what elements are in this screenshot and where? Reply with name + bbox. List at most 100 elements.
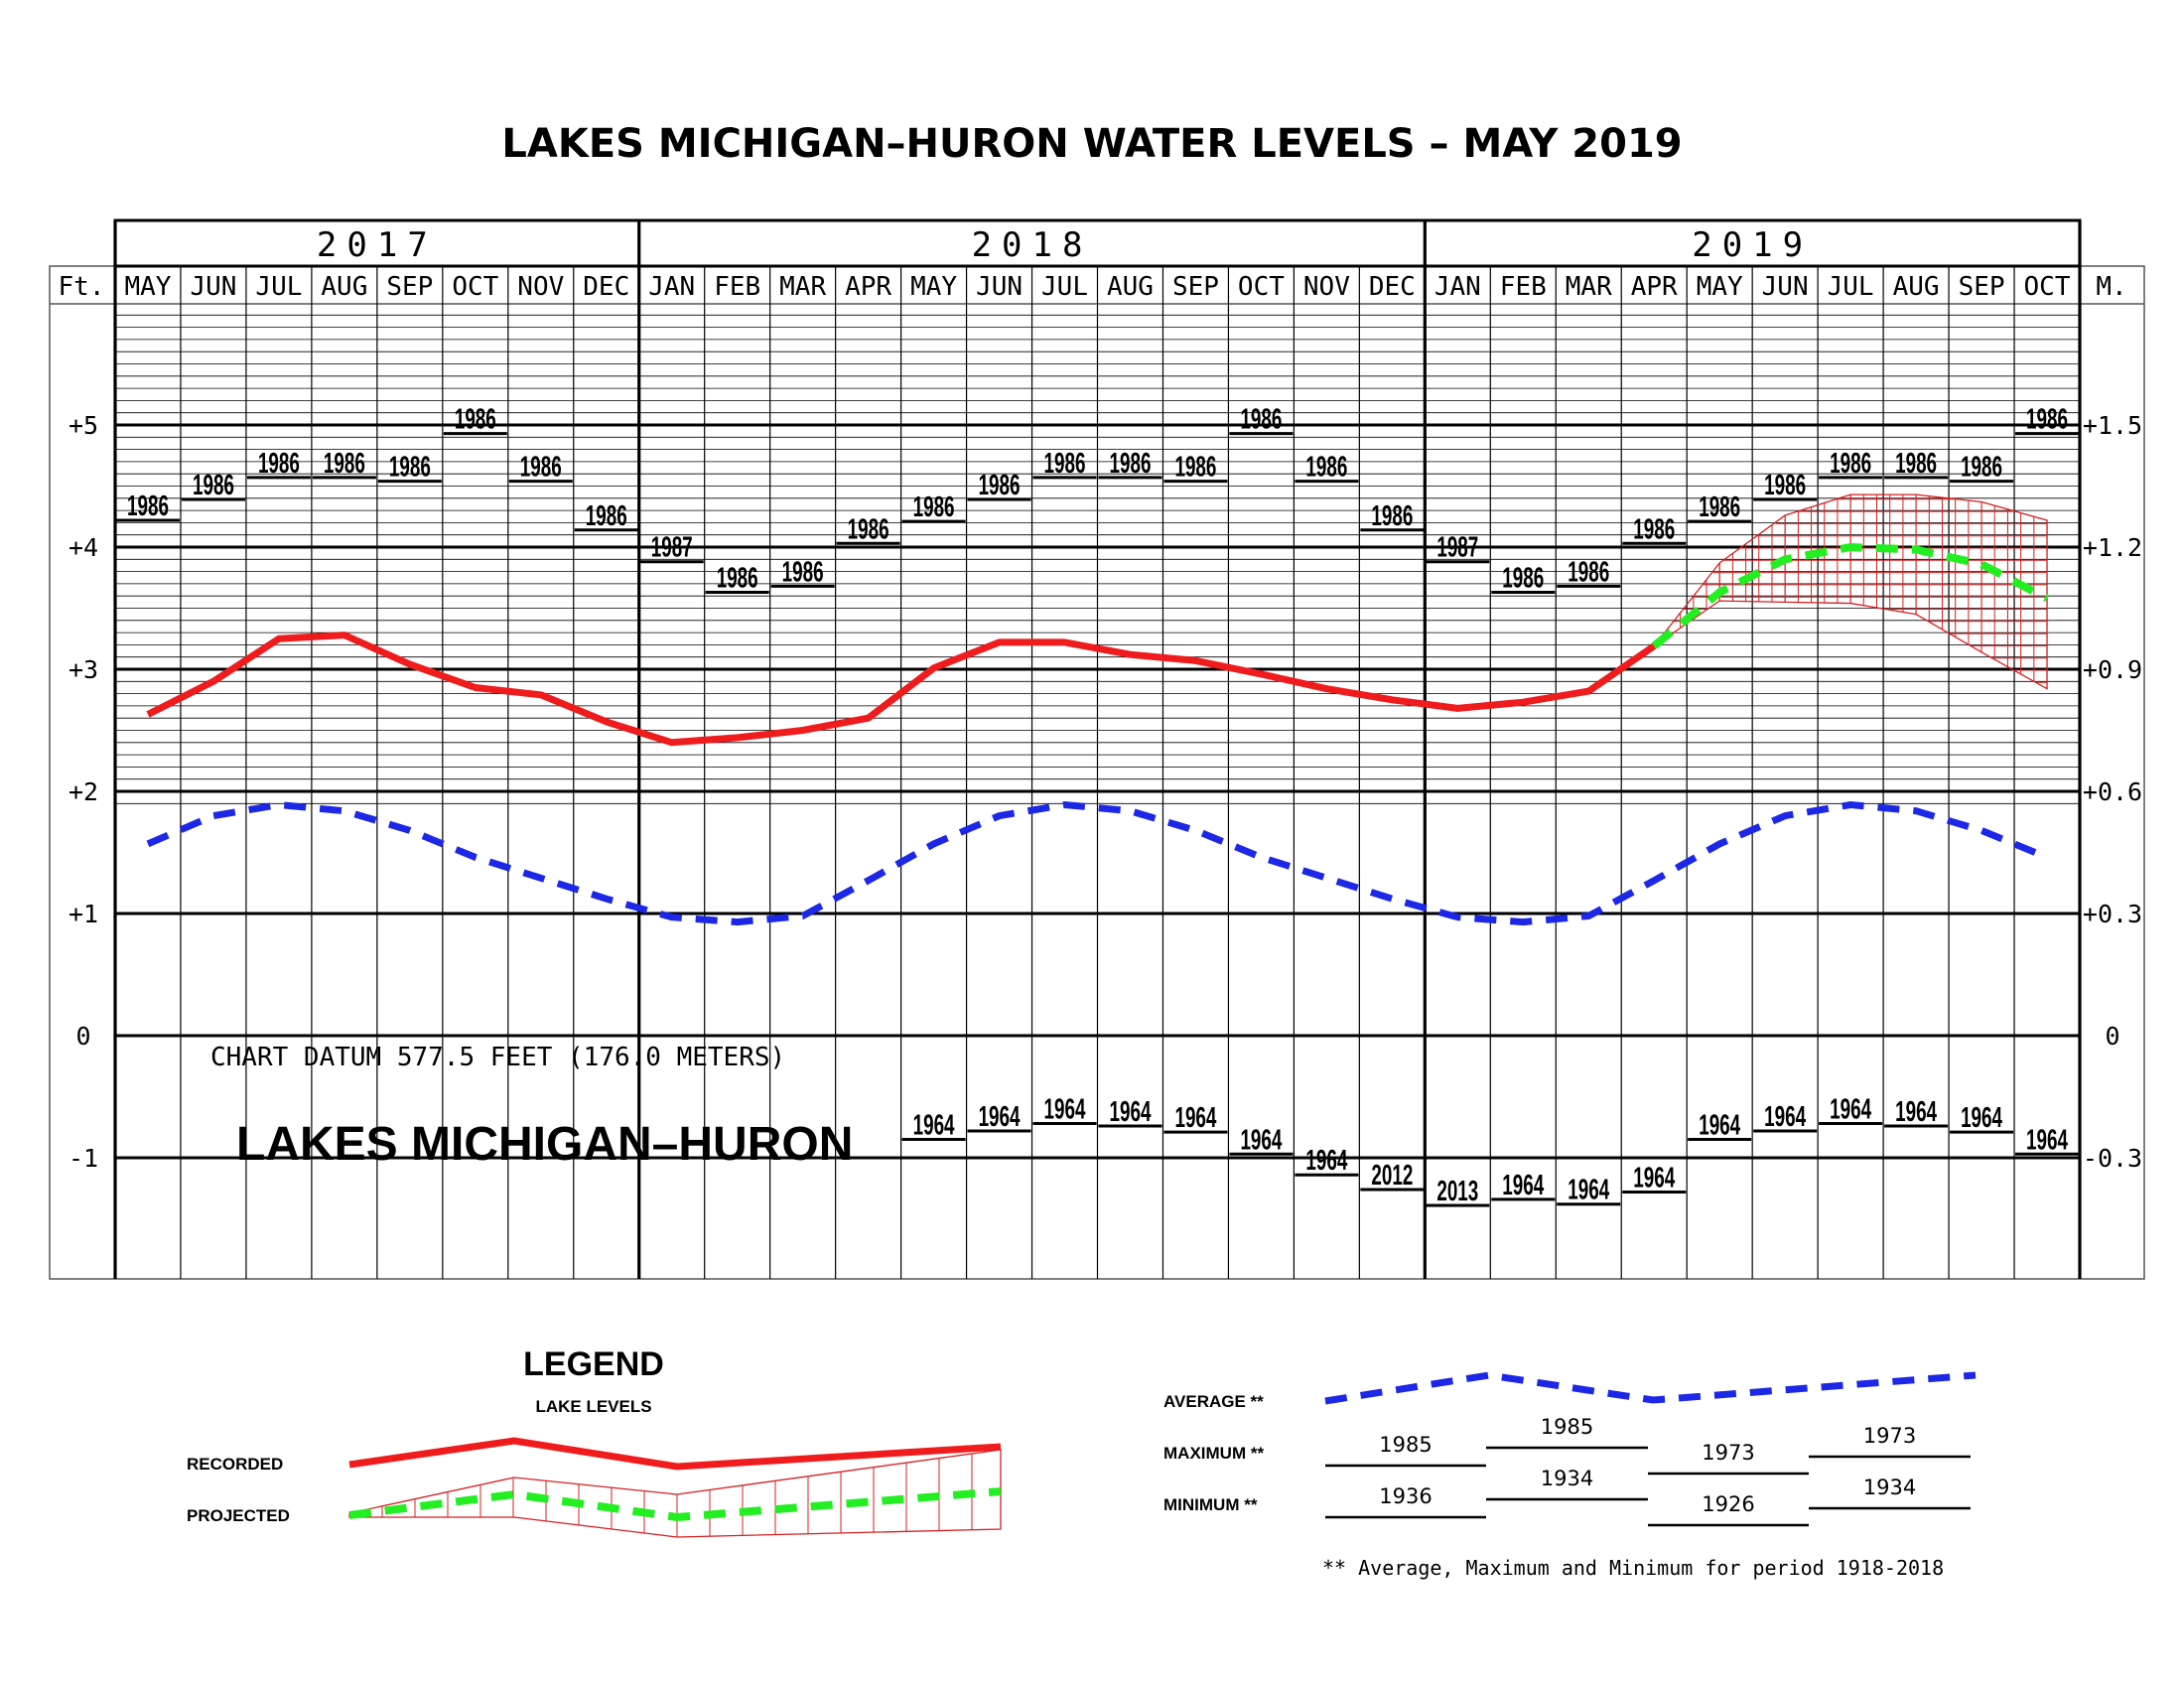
legend-average-label: AVERAGE **: [1163, 1392, 1264, 1411]
month-label: FEB: [714, 272, 760, 302]
legend-average-line: [1324, 1371, 1977, 1405]
year-label: 2017: [317, 225, 438, 265]
legend-heading: LEGEND: [523, 1345, 664, 1383]
month-label: SEP: [1959, 272, 2005, 302]
record-low-year-label: 1964: [1895, 1096, 1937, 1128]
legend-footnote: ** Average, Maximum and Minimum for peri…: [1322, 1556, 1944, 1580]
record-low-year-label: 1964: [1044, 1094, 1086, 1126]
record-high-year-label: 1986: [193, 470, 234, 501]
feet-tick-label: -1: [68, 1144, 98, 1173]
recorded-series: [146, 632, 1657, 747]
record-low-year-label: 1964: [1110, 1096, 1152, 1128]
legend-recorded-line: [348, 1437, 1002, 1471]
record-low-year-label: 1964: [1699, 1110, 1740, 1142]
meter-tick-label: +0.9: [2083, 655, 2142, 684]
chart-datum-note: CHART DATUM 577.5 FEET (176.0 METERS): [210, 1043, 785, 1072]
month-label: JUN: [190, 272, 236, 302]
record-high-year-label: 1986: [1371, 500, 1413, 532]
record-high-year-label: 1986: [1633, 513, 1675, 545]
month-label: MAR: [779, 272, 826, 302]
month-label: NOV: [1303, 272, 1350, 302]
meter-tick-label: 0: [2105, 1022, 2119, 1051]
record-high-year-label: 1986: [1044, 448, 1086, 480]
month-label: DEC: [1369, 272, 1416, 302]
minimum-year-label: 1934: [1541, 1467, 1593, 1490]
feet-tick-label: 0: [75, 1022, 90, 1051]
month-label: SEP: [386, 272, 433, 302]
month-label: DEC: [583, 272, 629, 302]
record-low-year-label: 1964: [1633, 1163, 1675, 1195]
record-low-year-label: 1964: [1568, 1175, 1609, 1206]
record-low-year-label: 1964: [1240, 1124, 1282, 1156]
record-high-year-label: 1986: [1305, 452, 1347, 484]
average-series: [146, 800, 2049, 926]
legend-band-outline: [348, 1449, 1002, 1538]
month-label: SEP: [1172, 272, 1219, 302]
legend-projected-line: [348, 1487, 1002, 1522]
legend-max-min-table: 1985 1936 1985 1934 1973 1926 1973 1934: [1325, 1415, 1971, 1527]
month-label: JUN: [976, 272, 1023, 302]
meter-tick-label: -0.3: [2083, 1144, 2142, 1173]
record-high-year-label: 1986: [127, 491, 169, 522]
chart-title: LAKES MICHIGAN–HURON WATER LEVELS – MAY …: [501, 121, 1682, 167]
legend: LEGEND LAKE LEVELS RECORDED PROJECTED AV…: [187, 1345, 1977, 1580]
month-label: FEB: [1500, 272, 1547, 302]
record-high-year-label: 1986: [782, 557, 824, 589]
month-label: JUL: [255, 272, 302, 302]
record-low-year-label: 1964: [1174, 1102, 1216, 1134]
record-high-year-label: 1986: [717, 563, 758, 595]
minimum-year-label: 1934: [1863, 1476, 1916, 1499]
record-low-marks: 1964 1964 1964 1964 1964 1964 1964 2012 2013 1964…: [901, 1094, 2079, 1207]
record-high-year-label: 1987: [1436, 532, 1478, 564]
right-unit-label: M.: [2096, 272, 2126, 302]
record-high-year-label: 1986: [389, 452, 431, 484]
record-high-year-label: 1987: [651, 532, 693, 564]
legend-recorded-label: RECORDED: [187, 1455, 283, 1474]
record-high-year-label: 1986: [1699, 492, 1740, 523]
meter-tick-label: +0.6: [2083, 777, 2142, 806]
month-label: AUG: [1893, 272, 1940, 302]
record-high-year-label: 1986: [1764, 470, 1806, 501]
record-high-year-label: 1986: [1568, 557, 1609, 589]
month-label: OCT: [1238, 272, 1285, 302]
record-high-year-label: 1986: [848, 513, 889, 545]
month-label: OCT: [452, 272, 498, 302]
grid: [49, 218, 2145, 1280]
feet-tick-label: +2: [68, 777, 98, 806]
year-label: 2019: [1692, 225, 1813, 265]
month-label: AUG: [321, 272, 367, 302]
month-label: MAY: [124, 272, 171, 302]
record-low-year-label: 2013: [1436, 1176, 1478, 1207]
record-high-year-label: 1986: [455, 404, 496, 436]
record-high-year-label: 1986: [324, 448, 365, 480]
month-label: MAR: [1566, 272, 1612, 302]
month-label: MAY: [910, 272, 957, 302]
month-label: JUN: [1762, 272, 1809, 302]
record-high-year-label: 1986: [1961, 452, 2002, 484]
month-label: JUL: [1041, 272, 1088, 302]
maximum-year-label: 1985: [1379, 1433, 1432, 1457]
feet-tick-label: +4: [68, 533, 98, 562]
record-high-marks: 1986 1986 1986 1986 1986 1986 1986 1986 1987 1986…: [116, 404, 2079, 595]
record-high-year-label: 1986: [979, 470, 1021, 501]
feet-tick-label: +3: [68, 655, 98, 684]
record-high-year-label: 1986: [1174, 452, 1216, 484]
meter-tick-label: +0.3: [2083, 900, 2142, 928]
record-high-year-label: 1986: [1895, 448, 1937, 480]
record-low-year-label: 1964: [2026, 1124, 2068, 1156]
month-label: JAN: [648, 272, 695, 302]
record-low-year-label: 1964: [1305, 1145, 1347, 1177]
month-label: JUL: [1828, 272, 1874, 302]
month-label: OCT: [2024, 272, 2071, 302]
meter-tick-label: +1.5: [2083, 411, 2142, 440]
month-label: JAN: [1434, 272, 1481, 302]
month-label: APR: [1631, 272, 1678, 302]
record-low-year-label: 1964: [1502, 1170, 1544, 1201]
maximum-year-label: 1973: [1702, 1441, 1754, 1465]
record-low-year-label: 1964: [1961, 1102, 2002, 1134]
legend-projected-label: PROJECTED: [187, 1506, 290, 1525]
left-unit-label: Ft.: [59, 272, 105, 302]
legend-subheading: LAKE LEVELS: [535, 1397, 651, 1416]
record-high-year-label: 1986: [258, 448, 300, 480]
